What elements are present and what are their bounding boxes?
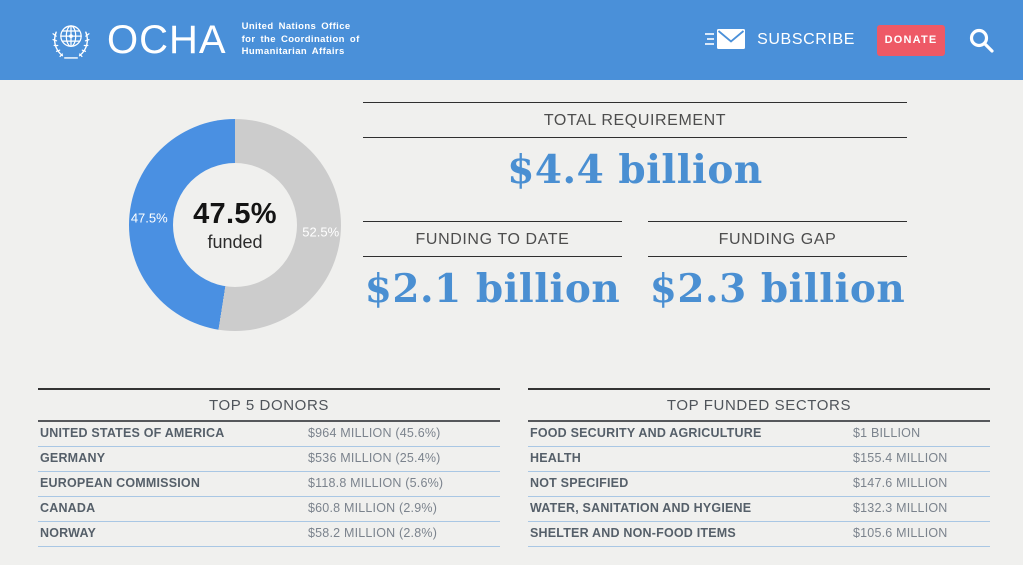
donate-button[interactable]: DONATE (877, 24, 945, 56)
stat-title: TOTAL REQUIREMENT (363, 102, 907, 138)
sector-name: SHELTER AND NON-FOOD ITEMS (530, 526, 736, 540)
slice-label-funded: 47.5% (130, 210, 168, 226)
table-row: NORWAY $58.2 MILLION (2.8%) (38, 522, 500, 547)
donut-center: 47.5% funded (173, 163, 297, 287)
stat-total-requirement: TOTAL REQUIREMENT $4.4 billion (363, 102, 907, 193)
table-row: NOT SPECIFIED $147.6 MILLION (528, 472, 990, 497)
sector-amount: $1 BILLION (853, 426, 921, 440)
tagline-line-3: Humanitarian Affairs (241, 46, 345, 58)
stat-title: FUNDING GAP (648, 221, 907, 257)
envelope-icon (705, 29, 746, 49)
table-row: FOOD SECURITY AND AGRICULTURE $1 BILLION (528, 422, 990, 447)
table-row: GERMANY $536 MILLION (25.4%) (38, 447, 500, 472)
subscribe-link[interactable]: SUBSCRIBE (704, 26, 855, 54)
donor-name: NORWAY (40, 526, 97, 540)
table-row: SHELTER AND NON-FOOD ITEMS $105.6 MILLIO… (528, 522, 990, 547)
un-emblem-icon (52, 25, 90, 59)
search-button[interactable] (967, 26, 995, 54)
donor-amount: $60.8 MILLION (2.9%) (308, 501, 438, 515)
sector-name: FOOD SECURITY AND AGRICULTURE (530, 426, 762, 440)
table-row: WATER, SANITATION AND HYGIENE $132.3 MIL… (528, 497, 990, 522)
table-row: HEALTH $155.4 MILLION (528, 447, 990, 472)
donor-amount: $58.2 MILLION (2.8%) (308, 526, 438, 540)
search-icon (969, 28, 994, 53)
tagline-line-2: for the Coordination of (241, 33, 360, 45)
stat-value: $4.4 billion (507, 147, 763, 193)
sector-name: NOT SPECIFIED (530, 476, 629, 490)
funded-label: funded (207, 231, 263, 252)
sector-amount: $132.3 MILLION (853, 501, 948, 515)
sector-amount: $147.6 MILLION (853, 476, 948, 490)
funding-donut-chart: 52.5% 47.5% 47.5% funded (129, 119, 341, 331)
donor-amount: $964 MILLION (45.6%) (308, 426, 441, 440)
donor-amount: $118.8 MILLION (5.6%) (308, 476, 444, 490)
table-row: CANADA $60.8 MILLION (2.9%) (38, 497, 500, 522)
donor-name: CANADA (40, 501, 96, 515)
table-title: TOP 5 DONORS (38, 388, 500, 422)
ocha-wordmark: OCHA (107, 18, 227, 62)
funded-percent: 47.5% (193, 197, 277, 230)
stat-value: $2.3 billion (649, 266, 906, 312)
donor-name: GERMANY (40, 451, 106, 465)
subscribe-label: SUBSCRIBE (757, 31, 855, 48)
donor-amount: $536 MILLION (25.4%) (308, 451, 441, 465)
stat-title: FUNDING TO DATE (363, 221, 622, 257)
sector-amount: $155.4 MILLION (853, 451, 948, 465)
table-row: EUROPEAN COMMISSION $118.8 MILLION (5.6%… (38, 472, 500, 497)
donor-name: EUROPEAN COMMISSION (40, 476, 201, 490)
sector-name: WATER, SANITATION AND HYGIENE (530, 501, 752, 515)
top-donors-table: TOP 5 DONORS UNITED STATES OF AMERICA $9… (38, 388, 500, 547)
sector-amount: $105.6 MILLION (853, 526, 948, 540)
top-navbar: OCHA United Nations Office for the Coord… (0, 0, 1023, 80)
table-row: UNITED STATES OF AMERICA $964 MILLION (4… (38, 422, 500, 447)
top-sectors-table: TOP FUNDED SECTORS FOOD SECURITY AND AGR… (528, 388, 990, 547)
table-title: TOP FUNDED SECTORS (528, 388, 990, 422)
donor-name: UNITED STATES OF AMERICA (40, 426, 225, 440)
stat-value: $2.1 billion (364, 266, 621, 312)
tagline-line-1: United Nations Office (241, 20, 351, 32)
stat-funding-gap: FUNDING GAP $2.3 billion (648, 221, 907, 312)
slice-label-unfunded: 52.5% (302, 224, 340, 240)
stat-funding-to-date: FUNDING TO DATE $2.1 billion (363, 221, 622, 312)
ocha-tagline: United Nations Office for the Coordinati… (242, 21, 360, 59)
ocha-logo[interactable]: OCHA United Nations Office for the Coord… (46, 0, 360, 80)
sector-name: HEALTH (530, 451, 581, 465)
